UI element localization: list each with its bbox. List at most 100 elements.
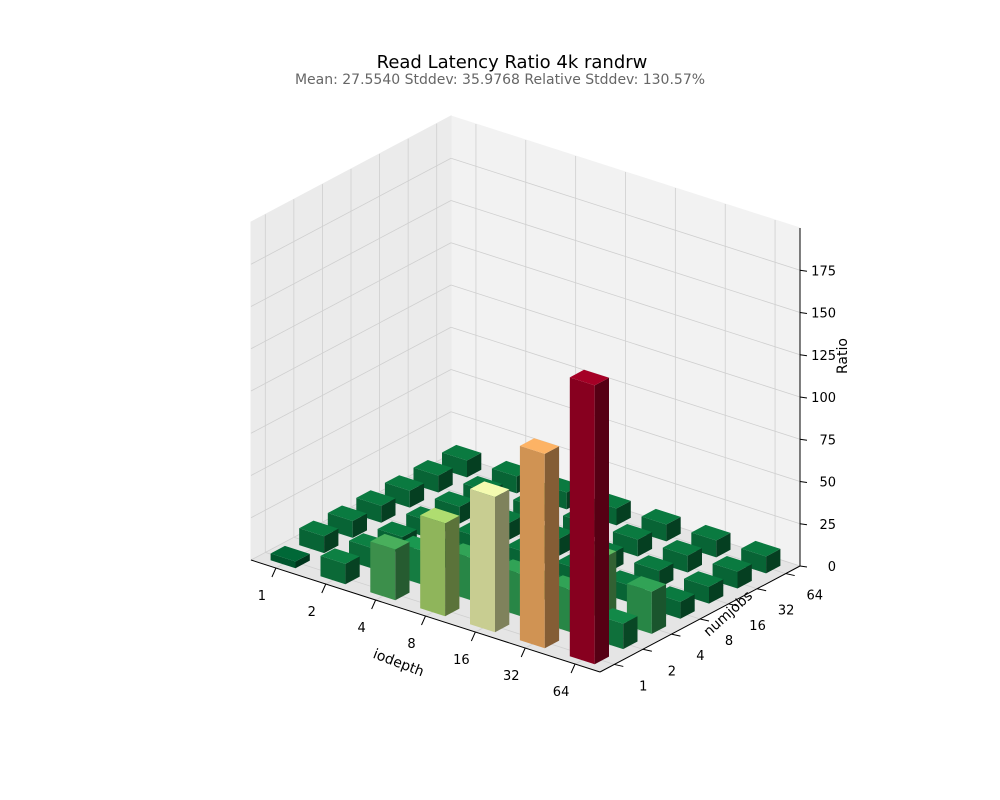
bar-top-face (299, 520, 339, 537)
bar-front-face (270, 553, 296, 569)
bar-front-face (470, 489, 495, 633)
grid-line (450, 157, 801, 271)
bar-top-face (712, 556, 752, 572)
bar-side-face (445, 515, 460, 617)
z-tick (799, 438, 808, 441)
z-tick-label: 150 (811, 307, 836, 322)
bar-side-face (381, 498, 396, 523)
x-axis-label: iodepth (371, 646, 426, 680)
bar-side-face (687, 548, 702, 573)
bar-top-face (691, 524, 731, 541)
bar-side-face (623, 616, 638, 650)
bar-side-face (637, 532, 653, 557)
x-tick (271, 567, 277, 578)
grid-line (250, 200, 452, 307)
bar (320, 548, 360, 585)
bar (420, 507, 460, 617)
grid-line (250, 326, 452, 434)
bar-side-face (766, 548, 781, 574)
z-tick (799, 396, 808, 399)
bar-top-face (569, 369, 609, 386)
x-tick-label: 2 (308, 605, 316, 620)
bar-side-face (659, 563, 674, 588)
bar (470, 481, 510, 633)
z-tick (799, 269, 808, 272)
x-tick-label: 4 (358, 621, 366, 636)
bar-side-face (544, 446, 560, 649)
bar-top-face (270, 545, 310, 562)
bar-side-face (666, 516, 681, 542)
bar-side-face (616, 500, 631, 526)
bar-side-face (651, 584, 667, 634)
bar (370, 533, 410, 601)
y-tick (671, 633, 681, 637)
z-tick (799, 354, 808, 357)
grid-line (450, 200, 801, 313)
bar-side-face (295, 553, 310, 569)
bar-side-face (716, 532, 731, 558)
bar (299, 520, 339, 554)
grid-line (450, 242, 801, 356)
bar-top-face (327, 505, 367, 521)
x-tick (371, 599, 377, 610)
grid-line (250, 369, 452, 476)
x-tick-label: 32 (503, 669, 520, 684)
bar-top-face (442, 444, 482, 461)
bar-top-face (470, 481, 510, 497)
z-tick-label: 175 (811, 264, 836, 279)
y-tick (614, 663, 624, 667)
bar-front-face (569, 377, 595, 665)
grid-line (450, 284, 801, 398)
x-tick (321, 583, 327, 594)
bars (270, 369, 781, 665)
x-tick-label: 16 (453, 653, 470, 668)
bar-top-face (612, 524, 653, 540)
bar-side-face (594, 377, 609, 665)
y-tick (699, 618, 710, 622)
bar-front-face (299, 528, 325, 554)
bar-top-face (684, 571, 724, 587)
x-tick (421, 615, 426, 626)
chart-subtitle: Mean: 27.5540 Stddev: 35.9768 Relative S… (295, 72, 705, 88)
z-tick (799, 565, 808, 568)
bar-top-face (641, 508, 681, 525)
bar-top-face (434, 491, 474, 507)
bar-top-face (384, 475, 425, 491)
x-tick-label: 64 (553, 685, 570, 700)
x-tick-label: 1 (258, 589, 266, 604)
bar-front-face (420, 515, 446, 617)
bar (519, 438, 560, 649)
z-tick (799, 523, 808, 526)
y-tick (785, 573, 795, 577)
bar-top-face (377, 521, 417, 537)
grid-line (250, 157, 452, 265)
grid-line (250, 284, 452, 392)
grid-line (250, 242, 452, 350)
chart-title: Read Latency Ratio 4k randrw (377, 52, 648, 73)
bar-top-face (519, 438, 560, 454)
bar-top-face (356, 490, 396, 506)
y-tick (642, 648, 652, 652)
bar (569, 369, 609, 665)
y-tick-label: 2 (668, 664, 676, 679)
grid-line (450, 369, 801, 482)
bar-top-face (626, 576, 667, 592)
bar-side-face (395, 541, 410, 601)
y-tick-label: 16 (749, 619, 766, 634)
bar-side-face (495, 489, 510, 633)
bar-top-face (420, 507, 460, 524)
axes: 1 2 4 8 16 32 64 1 2 4 8 16 32 64 0 25 50 75 100 125 150 175 (250, 228, 836, 700)
z-axis-label: Ratio (835, 338, 851, 374)
z-tick-label: 100 (811, 391, 836, 406)
y-tick (728, 603, 738, 607)
bar-side-face (438, 468, 453, 493)
bar-side-face (467, 452, 482, 478)
z-tick-label: 50 (819, 476, 836, 491)
bar-top-face (370, 533, 410, 550)
y-tick-label: 8 (725, 634, 733, 649)
y-tick (757, 588, 767, 592)
grid-line (450, 326, 801, 440)
bar-side-face (737, 564, 752, 589)
